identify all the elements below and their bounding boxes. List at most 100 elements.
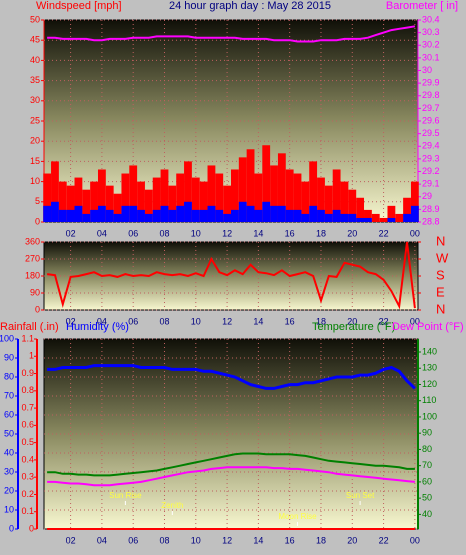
bar: [199, 209, 208, 222]
bar: [301, 213, 310, 222]
x-tick-label: 16: [285, 535, 295, 545]
bar: [285, 209, 294, 222]
bar: [66, 209, 75, 222]
y-tick-label: 0.2: [21, 489, 34, 499]
series-line: [46, 241, 416, 310]
y-tick-label: 40: [30, 55, 40, 65]
bar: [262, 145, 271, 222]
bar: [160, 205, 169, 222]
y-tick-label: 80: [4, 371, 14, 381]
bar: [105, 209, 114, 222]
x-tick-label: 08: [159, 535, 169, 545]
y-tick-label: 29.9: [422, 78, 440, 88]
y-tick-label: 0: [35, 216, 40, 226]
x-tick-label: 08: [159, 228, 169, 238]
x-tick-label: 12: [222, 228, 232, 238]
y-tick-label: 0.8: [21, 385, 34, 395]
bar: [324, 185, 333, 222]
bar: [121, 173, 130, 222]
y-tick-label: 29.4: [422, 141, 440, 151]
x-tick-label: 04: [97, 535, 107, 545]
y-tick-label: 30.3: [422, 27, 440, 37]
bar: [356, 217, 365, 222]
bar: [105, 185, 114, 222]
bar: [324, 213, 333, 222]
x-tick-label: 20: [347, 228, 357, 238]
y-tick-label: 80: [422, 444, 432, 454]
bar: [43, 205, 52, 222]
bar: [184, 161, 192, 222]
x-tick-label: 18: [316, 316, 326, 326]
bar: [348, 213, 357, 222]
bar: [74, 205, 83, 222]
bar: [364, 217, 372, 222]
bar: [348, 189, 357, 222]
y-tick-label: 20: [30, 136, 40, 146]
x-tick-label: 16: [285, 228, 295, 238]
y-tick-label: 0.9: [21, 368, 34, 378]
bar: [238, 157, 247, 222]
x-tick-label: 14: [253, 316, 263, 326]
annotation: Sun Rise: [109, 491, 142, 500]
bar: [144, 189, 153, 222]
bar: [43, 173, 52, 222]
y2-axis-label: Barometer [ in]: [386, 0, 458, 12]
y-tick-label: 140: [422, 346, 437, 356]
bar: [223, 213, 231, 222]
x-tick-label: 10: [191, 228, 201, 238]
bar: [254, 209, 263, 222]
bar: [277, 205, 286, 222]
bar: [285, 169, 294, 222]
bar: [270, 205, 278, 222]
bar: [317, 209, 325, 222]
bar: [238, 201, 247, 222]
y-tick-label: 1: [29, 351, 34, 361]
bar: [223, 185, 231, 222]
y-tick-label: 70: [422, 460, 432, 470]
plot-area: [43, 338, 419, 530]
y-tick-label: 100: [422, 411, 437, 421]
y-tick-label: 50: [422, 493, 432, 503]
y-tick-label: 100: [0, 333, 14, 343]
y-tick-label: W: [436, 250, 449, 265]
bar: [379, 217, 388, 222]
bar: [317, 177, 325, 222]
bar: [129, 165, 138, 222]
x-tick-label: 18: [316, 535, 326, 545]
x-tick-label: 22: [379, 535, 389, 545]
x-tick-label: 20: [347, 316, 357, 326]
bar: [293, 209, 302, 222]
y-tick-label: 29.1: [422, 179, 440, 189]
bar: [395, 213, 404, 222]
bar: [387, 205, 396, 222]
y-axis-label: Windspeed [mph]: [36, 0, 122, 12]
y-tick-label: 40: [4, 447, 14, 457]
annotation: Sun Set: [346, 491, 375, 500]
x-tick-label: 18: [316, 228, 326, 238]
annotation: Moon Rise: [278, 512, 317, 521]
bar: [340, 181, 349, 222]
bar: [215, 173, 224, 222]
bar: [301, 181, 310, 222]
y-tick-label: 30.4: [422, 14, 440, 24]
bar: [113, 213, 122, 222]
x-tick-label: 00: [410, 535, 420, 545]
y-tick-label: 0.4: [21, 454, 34, 464]
legend-entry: Rainfall (.in): [0, 321, 59, 333]
y-tick-label: 90: [4, 352, 14, 362]
bar: [332, 169, 341, 222]
x-tick-label: 14: [253, 535, 263, 545]
bar: [207, 165, 216, 222]
bar: [176, 173, 185, 222]
bar: [137, 181, 145, 222]
x-tick-label: 06: [128, 535, 138, 545]
y-tick-label: 28.8: [422, 216, 440, 226]
bar: [246, 149, 255, 222]
bar: [90, 181, 98, 222]
x-tick-label: 02: [66, 228, 76, 238]
bar: [410, 205, 419, 222]
y-tick-label: 60: [422, 476, 432, 486]
bar: [340, 213, 349, 222]
bar: [231, 169, 239, 222]
